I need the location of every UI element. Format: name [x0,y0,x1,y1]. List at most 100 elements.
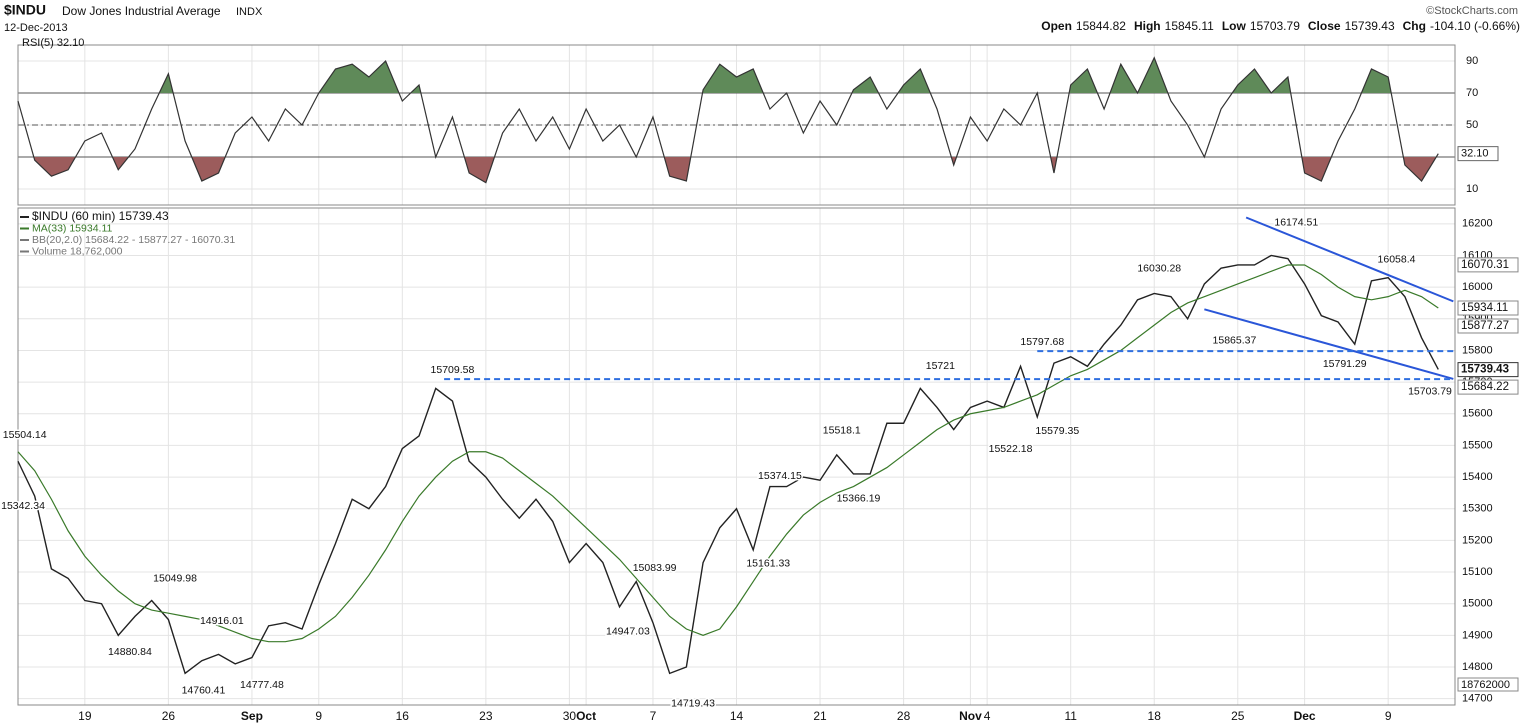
x-tick-label: 26 [162,709,176,723]
rsi-title: RSI(5) 32.10 [22,37,84,49]
volume-tag [1457,677,1519,692]
price-tag-label: 16070.31 [1461,259,1509,271]
y-tick-label: 16000 [1462,281,1493,293]
price-annotation: 14947.03 [606,625,650,637]
y-tick-label: 16200 [1462,218,1493,230]
y-tick-label: 15100 [1462,566,1493,578]
quote-label: Close [1308,19,1341,33]
y-tick-label: 15600 [1462,408,1493,420]
price-annotation: 16030.28 [1137,262,1181,274]
price-annotation: 15374.15 [758,470,802,482]
legend-entry: MA(33) 15934.11 [32,222,113,234]
quote-label: Chg [1403,19,1426,33]
price-annotation: 15049.98 [153,573,197,585]
volume-tag-label: 18762000 [1461,679,1510,691]
x-tick-label: 21 [813,709,827,723]
legend-entry: BB(20,2.0) 15684.22 - 15877.27 - 16070.3… [32,234,235,246]
x-tick-label: 30 [563,709,577,723]
price-line [17,264,1439,643]
quote-value: 15845.11 [1165,19,1214,33]
price-tag-label: 15877.27 [1461,320,1509,332]
x-tick-label: 23 [479,709,493,723]
x-tick-label: 4 [984,709,991,723]
price-frame [17,207,1456,706]
y-tick-label: 10 [1466,183,1478,195]
x-tick-label: Oct [576,709,596,723]
price-annotation: 15721 [926,360,955,372]
price-annotation: 16174.51 [1274,217,1318,229]
price-annotation: 14916.01 [200,615,244,627]
price-annotation: 14760.41 [182,684,226,696]
price-line [17,254,1439,675]
x-tick-label: Sep [241,709,263,723]
exchange: INDX [236,6,263,18]
rsi-value-tag-label: 32.10 [1461,148,1489,160]
brand: ©StockCharts.com [1426,5,1518,17]
y-tick-label: 14700 [1462,693,1493,705]
price-tag [1457,318,1519,334]
price-tag [1457,300,1519,316]
x-tick-label: Nov [959,709,982,723]
price-tag-label: 15684.22 [1461,381,1509,393]
quote-value: -104.10 (-0.66%) [1430,19,1520,33]
price-annotation: 15703.79 [1408,386,1452,398]
price-annotation: 14777.48 [240,679,284,691]
rsi-value-tag [1457,146,1499,162]
price-tag-label: 15739.43 [1461,364,1509,376]
price-annotation: 15161.33 [746,557,790,569]
price-annotation: 15083.99 [633,562,677,574]
legend-entry: Volume 18,762,000 [32,245,123,257]
x-tick-label: 16 [396,709,410,723]
price-tag [1457,257,1519,273]
date: 12-Dec-2013 [4,22,68,34]
price-annotation: 15504.14 [3,429,47,441]
quote-value: 15703.79 [1250,19,1300,33]
trendline [1245,216,1454,303]
x-tick-label: 9 [315,709,322,723]
x-tick-label: 28 [897,709,911,723]
quote-label: Open [1041,19,1072,33]
y-tick-label: 15000 [1462,598,1493,610]
legend-entry: $INDU (60 min) 15739.43 [32,209,169,223]
rsi-line [17,56,1439,184]
security-name: Dow Jones Industrial Average [62,4,221,18]
quote-label: High [1134,19,1161,33]
x-tick-label: 11 [1064,709,1077,723]
quote-value: 15844.82 [1076,19,1126,33]
y-tick-label: 15500 [1462,439,1493,451]
y-tick-label: 15300 [1462,503,1493,515]
rsi-frame [17,44,1456,206]
x-tick-label: 18 [1148,709,1162,723]
price-annotation: 15797.68 [1020,336,1064,348]
y-tick-label: 90 [1466,55,1478,67]
price-annotation: 16058.4 [1378,253,1416,265]
price-annotation: 15709.58 [431,364,475,376]
price-tag [1457,362,1519,378]
price-annotation: 15518.1 [823,424,861,436]
y-tick-label: 15200 [1462,534,1493,546]
x-tick-label: 14 [730,709,744,723]
price-annotation: 14719.43 [671,697,715,709]
price-annotation: 15791.29 [1323,358,1367,370]
y-tick-label: 15400 [1462,471,1493,483]
price-annotation: 15522.18 [989,443,1033,455]
rsi-overbought-fill [18,57,1439,93]
price-annotation: 15579.35 [1035,425,1079,437]
trendline [1204,308,1454,380]
x-tick-label: Dec [1294,709,1316,723]
x-tick-label: 25 [1231,709,1245,723]
price-annotation: 15865.37 [1213,335,1257,347]
y-tick-label: 14900 [1462,629,1493,641]
price-tag-label: 15934.11 [1461,302,1508,314]
price-annotation: 15366.19 [837,493,881,505]
y-tick-label: 14800 [1462,661,1493,673]
y-tick-label: 50 [1466,119,1478,131]
x-tick-label: 19 [78,709,92,723]
quote: Open 15844.82 High 15845.11 Low 15703.79 Close… [1041,19,1520,33]
x-tick-label: 7 [650,709,657,723]
quote-label: Low [1222,19,1247,33]
quote-value: 15739.43 [1345,19,1395,33]
price-annotation: 14880.84 [108,646,152,658]
symbol: $INDU [4,2,46,18]
